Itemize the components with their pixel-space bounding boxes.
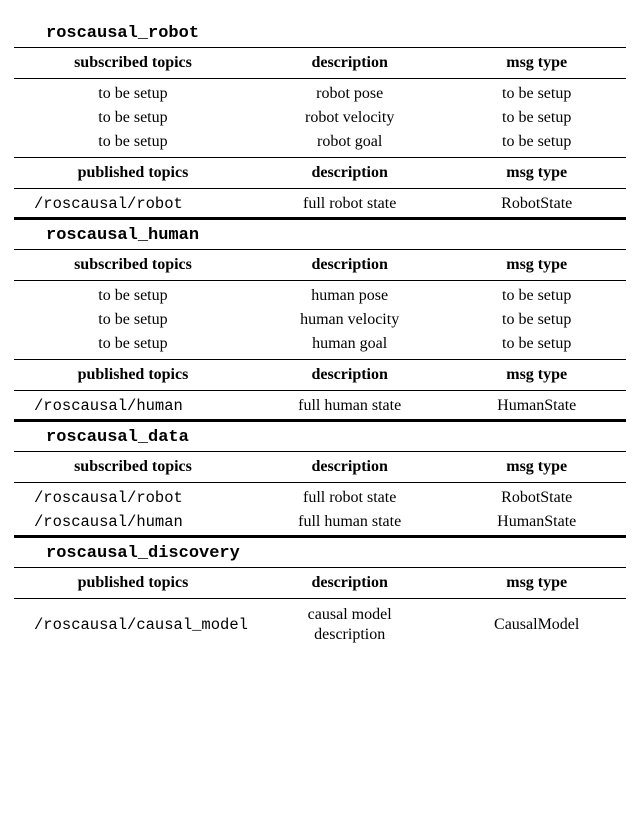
cell: RobotState [447,483,626,511]
cell: human velocity [252,308,447,332]
cell: HumanState [447,391,626,422]
col-header: msg type [447,568,626,599]
cell: to be setup [447,308,626,332]
cell: /roscausal/robot [14,483,252,511]
col-header: description [252,360,447,391]
cell: to be setup [447,281,626,309]
cell: to be setup [14,106,252,130]
cell: to be setup [447,79,626,107]
col-header: msg type [447,48,626,79]
cell: full human state [252,510,447,538]
cell: /roscausal/human [14,510,252,538]
cell: full robot state [252,483,447,511]
section-name: roscausal_data [14,422,626,452]
cell: robot pose [252,79,447,107]
cell: to be setup [14,332,252,360]
cell: to be setup [447,106,626,130]
cell: causal modeldescription [252,599,447,652]
col-header: published topics [14,360,252,391]
cell: /roscausal/robot [14,189,252,220]
col-header: description [252,48,447,79]
spec-table: roscausal_robotsubscribed topicsdescript… [14,18,626,651]
col-header: msg type [447,360,626,391]
cell: human goal [252,332,447,360]
cell: /roscausal/causal_model [14,599,252,652]
col-header: msg type [447,452,626,483]
col-header: msg type [447,250,626,281]
cell: to be setup [447,130,626,158]
cell: HumanState [447,510,626,538]
col-header: subscribed topics [14,452,252,483]
cell: robot velocity [252,106,447,130]
col-header: subscribed topics [14,250,252,281]
col-header: published topics [14,568,252,599]
cell: to be setup [447,332,626,360]
cell: human pose [252,281,447,309]
cell: to be setup [14,281,252,309]
col-header: description [252,452,447,483]
col-header: description [252,250,447,281]
section-name: roscausal_human [14,220,626,250]
cell: to be setup [14,308,252,332]
col-header: description [252,568,447,599]
section-name: roscausal_discovery [14,538,626,568]
cell: full robot state [252,189,447,220]
col-header: published topics [14,158,252,189]
section-name: roscausal_robot [14,18,626,48]
cell: to be setup [14,79,252,107]
cell: CausalModel [447,599,626,652]
cell: robot goal [252,130,447,158]
col-header: msg type [447,158,626,189]
cell: to be setup [14,130,252,158]
cell: /roscausal/human [14,391,252,422]
col-header: subscribed topics [14,48,252,79]
cell: RobotState [447,189,626,220]
col-header: description [252,158,447,189]
cell: full human state [252,391,447,422]
